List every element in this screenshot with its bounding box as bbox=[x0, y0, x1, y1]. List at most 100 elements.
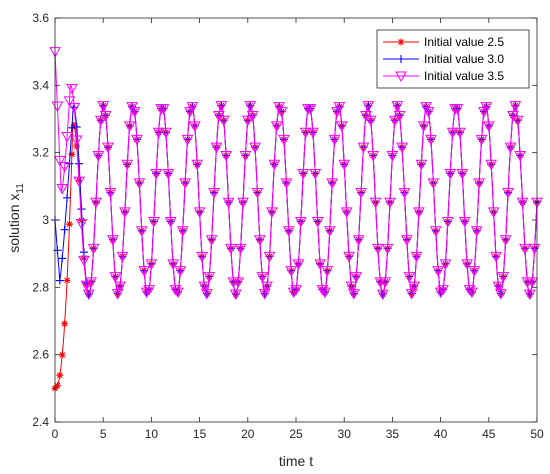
x-tick-label: 5 bbox=[100, 427, 107, 441]
series-point bbox=[323, 226, 336, 237]
series-line bbox=[54, 51, 538, 295]
series-point bbox=[131, 134, 143, 146]
series-point bbox=[208, 188, 220, 199]
series-point bbox=[401, 235, 413, 246]
series-point bbox=[297, 168, 310, 180]
series-point bbox=[444, 168, 457, 180]
series-point bbox=[509, 101, 522, 112]
series-point bbox=[397, 38, 405, 46]
y-tick-label: 3.6 bbox=[32, 11, 49, 25]
series-point bbox=[225, 243, 237, 255]
series-point bbox=[335, 121, 348, 132]
series-point bbox=[369, 197, 382, 209]
series-point bbox=[490, 251, 502, 263]
legend-item: Initial value 3.0 bbox=[383, 52, 504, 66]
series-point bbox=[140, 287, 153, 299]
series-point bbox=[191, 159, 204, 171]
series-point bbox=[217, 115, 230, 127]
series-point bbox=[53, 382, 61, 390]
series-point bbox=[307, 127, 319, 139]
x-tick-label: 45 bbox=[482, 427, 496, 441]
series-point bbox=[350, 272, 363, 283]
series-point bbox=[58, 351, 66, 359]
series-point bbox=[393, 110, 406, 122]
series-point bbox=[80, 280, 93, 292]
series-point bbox=[70, 122, 78, 130]
series-point bbox=[162, 168, 175, 180]
series-point bbox=[172, 287, 184, 299]
series-point bbox=[268, 159, 281, 171]
series-point bbox=[203, 272, 216, 283]
series-point bbox=[116, 251, 129, 263]
series-point bbox=[114, 281, 126, 293]
series-point bbox=[282, 226, 295, 237]
series-point bbox=[128, 107, 141, 118]
series-point bbox=[70, 135, 83, 147]
series-point bbox=[210, 142, 223, 154]
series-point bbox=[396, 142, 408, 154]
legend-label: Initial value 2.5 bbox=[424, 35, 504, 49]
series-point bbox=[55, 276, 64, 285]
series-point bbox=[511, 115, 524, 127]
legend-item: Initial value 3.5 bbox=[383, 69, 504, 83]
series-point bbox=[102, 142, 114, 154]
series-point bbox=[249, 142, 261, 154]
series-point bbox=[379, 277, 392, 288]
series-point bbox=[215, 101, 228, 112]
series-point bbox=[504, 142, 517, 154]
series-point bbox=[90, 197, 102, 209]
x-tick-label: 20 bbox=[241, 427, 255, 441]
series-point bbox=[439, 259, 452, 270]
series-point bbox=[121, 159, 134, 171]
x-tick-label: 40 bbox=[434, 427, 448, 441]
series-point bbox=[499, 235, 512, 246]
series-point bbox=[234, 243, 247, 255]
series-point bbox=[138, 266, 151, 277]
series-point bbox=[473, 178, 486, 189]
series-point bbox=[256, 272, 269, 283]
series-point bbox=[186, 102, 199, 113]
x-tick-label: 15 bbox=[193, 427, 207, 441]
series-point bbox=[343, 251, 355, 263]
series-point bbox=[456, 168, 469, 180]
series-point bbox=[475, 134, 488, 146]
series-point bbox=[60, 225, 69, 234]
series-point bbox=[487, 207, 500, 218]
series-point bbox=[160, 127, 172, 139]
series-point bbox=[193, 207, 206, 218]
series-point bbox=[85, 277, 97, 288]
series-point bbox=[73, 176, 85, 188]
series-point bbox=[381, 243, 394, 255]
series-point bbox=[63, 276, 71, 284]
series-point bbox=[367, 150, 379, 162]
series-point bbox=[470, 226, 483, 237]
series-point bbox=[386, 150, 399, 162]
x-axis-label: time t bbox=[279, 453, 313, 469]
series-point bbox=[181, 134, 194, 146]
series-point bbox=[75, 159, 84, 168]
series-point bbox=[292, 259, 305, 270]
series-point bbox=[241, 115, 254, 127]
series-point bbox=[458, 216, 471, 228]
series-point bbox=[56, 183, 69, 195]
series-point bbox=[97, 101, 110, 112]
series-point bbox=[425, 134, 437, 146]
series-point bbox=[65, 220, 73, 228]
series-point bbox=[319, 287, 331, 299]
series-point bbox=[514, 150, 526, 162]
y-tick-label: 3 bbox=[42, 213, 49, 227]
series-point bbox=[352, 235, 365, 246]
series-point bbox=[405, 289, 418, 300]
series-point bbox=[333, 102, 346, 113]
series-point bbox=[119, 207, 131, 218]
series-point bbox=[266, 207, 278, 218]
series-point bbox=[123, 121, 136, 132]
series-point bbox=[275, 107, 288, 118]
series-point bbox=[135, 226, 148, 237]
series-point bbox=[398, 188, 411, 199]
series-point bbox=[492, 281, 505, 293]
series-point bbox=[232, 277, 245, 288]
series-point bbox=[516, 197, 529, 209]
series-point bbox=[376, 289, 389, 301]
